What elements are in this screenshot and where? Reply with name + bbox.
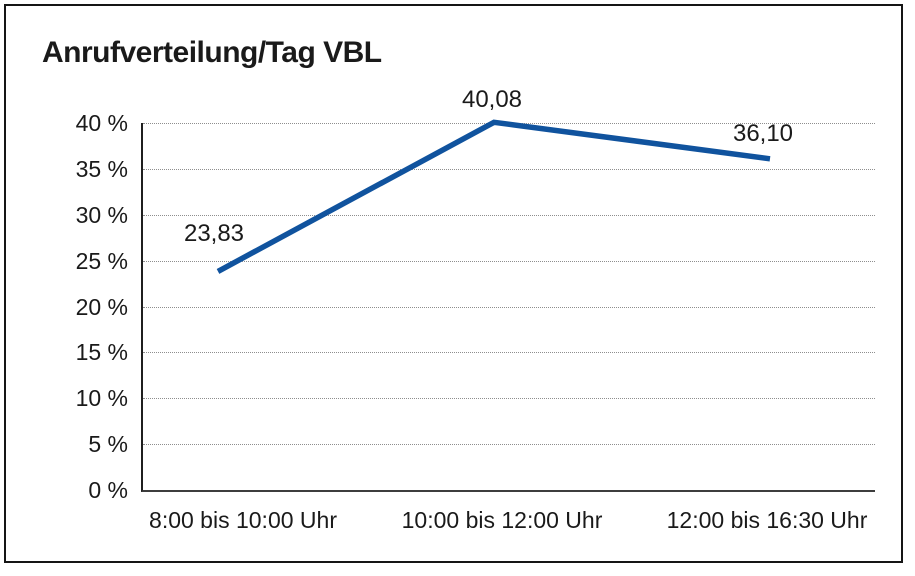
gridline <box>143 260 875 262</box>
x-tick-label: 10:00 bis 12:00 Uhr <box>401 507 603 533</box>
gridline <box>143 306 875 308</box>
y-tick-label: 35 % <box>75 155 128 182</box>
y-tick-label: 5 % <box>88 431 128 458</box>
gridline <box>143 352 875 354</box>
y-tick-label: 40 % <box>75 110 128 136</box>
y-tick-label: 30 % <box>75 201 128 228</box>
gridline <box>143 168 875 170</box>
data-point-label: 23,83 <box>183 220 245 248</box>
data-point-label: 36,10 <box>732 119 794 147</box>
y-tick-label: 10 % <box>75 385 128 412</box>
gridline <box>143 214 875 216</box>
chart-title: Anrufverteilung/Tag VBL <box>42 36 382 69</box>
plot-area <box>141 119 875 492</box>
y-tick-label: 15 % <box>75 339 128 366</box>
gridline <box>143 398 875 400</box>
y-tick-label: 20 % <box>75 293 128 320</box>
y-tick-label: 0 % <box>88 477 128 503</box>
x-tick-label: 12:00 bis 16:30 Uhr <box>666 507 868 533</box>
x-tick-label: 8:00 bis 10:00 Uhr <box>149 507 337 533</box>
data-line <box>216 119 771 274</box>
chart-frame: Anrufverteilung/Tag VBL <box>4 4 903 563</box>
y-tick-label: 25 % <box>75 247 128 274</box>
data-line-layer <box>216 119 771 274</box>
gridline <box>143 444 875 446</box>
data-point-label: 40,08 <box>461 86 523 114</box>
